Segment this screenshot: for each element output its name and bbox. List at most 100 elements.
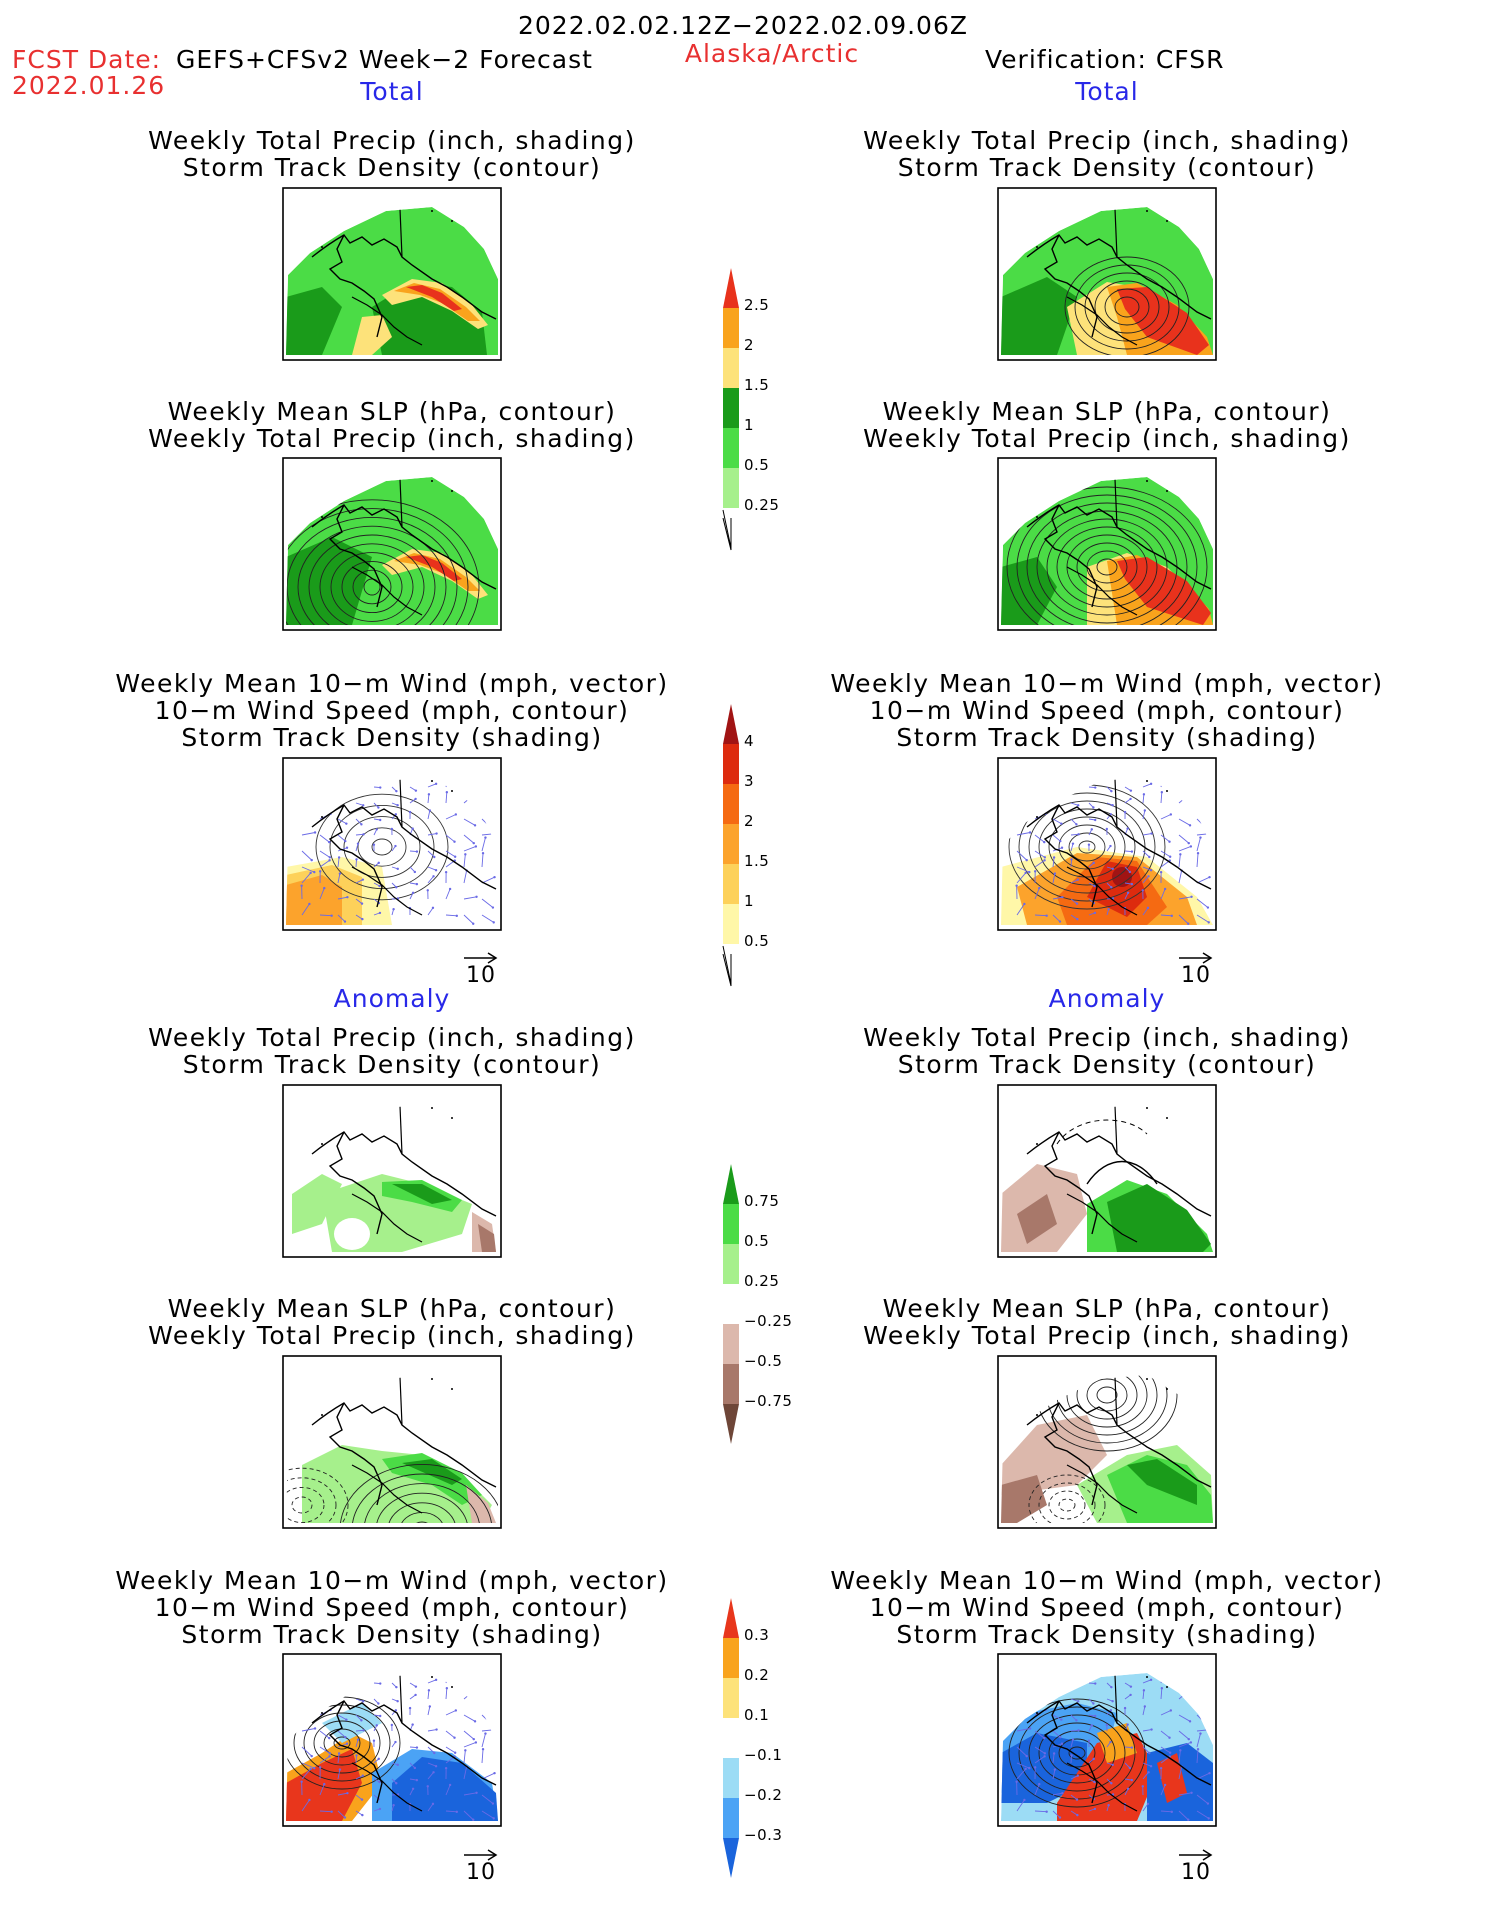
panel-title-line: Weekly Total Precip (inch, shading) [148, 1321, 636, 1350]
map-svg [282, 1355, 502, 1529]
panel-title-line: Weekly Mean 10−m Wind (mph, vector) [115, 1566, 669, 1595]
panel-title: Weekly Mean 10−m Wind (mph, vector) 10−m … [830, 670, 1383, 751]
colorbar-swatch [723, 1164, 739, 1204]
panel-title-line: Storm Track Density (contour) [182, 1050, 602, 1079]
panel-title: Weekly Mean 10−m Wind (mph, vector) 10−m … [115, 670, 668, 751]
panel-title-line: Weekly Total Precip (inch, shading) [148, 424, 636, 453]
region-label: Alaska/Arctic [684, 39, 860, 68]
map-svg [997, 757, 1217, 931]
panel-title-line: Weekly Total Precip (inch, shading) [863, 1321, 1351, 1350]
panel-title: Weekly Total Precip (inch, shading) Storm… [148, 1024, 636, 1078]
colorbar-swatch [723, 1364, 739, 1404]
arrow-icon [464, 952, 498, 964]
panel-title-line: Weekly Total Precip (inch, shading) [148, 1023, 636, 1052]
colorbar-label: 1.5 [744, 852, 770, 870]
panel-title-line: 10−m Wind Speed (mph, contour) [154, 1593, 630, 1622]
colorbar-swatch [723, 1798, 739, 1838]
colorbar-label: 2.5 [744, 296, 770, 314]
colorbar-swatch [723, 864, 739, 904]
map-panel-wind-total-fcst [282, 757, 502, 931]
map-svg [282, 757, 502, 931]
date-range-title: 2022.02.02.12Z−2022.02.09.06Z [518, 11, 968, 40]
map-svg [282, 457, 502, 631]
colorbar-swatch [723, 268, 739, 308]
vector-reference-label: 10 [1181, 963, 1211, 988]
colorbar-label: 2 [744, 336, 755, 354]
colorbar-label: 0.75 [744, 1192, 780, 1210]
colorbar-swatch [723, 1404, 739, 1444]
colorbar-label: 0.1 [744, 1706, 770, 1724]
map-panel-slp-anom-obs [997, 1355, 1217, 1529]
vector-reference: 10 [1177, 1847, 1217, 1887]
arrow-icon [464, 1849, 498, 1861]
vector-reference-label: 10 [466, 963, 496, 988]
map-svg [997, 1653, 1217, 1827]
panel-title: Weekly Mean SLP (hPa, contour) Weekly Tot… [148, 398, 636, 452]
colorbar-precip-anomaly: −0.75 −0.5 −0.25 0.25 0.5 0.75 [722, 1164, 792, 1458]
map-svg [997, 457, 1217, 631]
colorbar-swatch [723, 1204, 739, 1244]
panel-title: Weekly Total Precip (inch, shading) Storm… [148, 127, 636, 181]
colorbar-label: 0.25 [744, 1272, 780, 1290]
colorbar-swatch [723, 1244, 739, 1284]
colorbar-swatch [723, 704, 739, 744]
panel-title-line: Storm Track Density (contour) [897, 1050, 1317, 1079]
panel-title-line: Weekly Mean 10−m Wind (mph, vector) [830, 669, 1384, 698]
map-panel-slp-anom-fcst [282, 1355, 502, 1529]
vector-reference: 10 [1177, 950, 1217, 990]
verification-label: Verification: CFSR [985, 45, 1225, 74]
panel-title: Weekly Mean SLP (hPa, contour) Weekly Tot… [148, 1295, 636, 1349]
colorbar-label: 0.2 [744, 1666, 770, 1684]
map-panel-precip-total-fcst [282, 187, 502, 361]
section-label-anomaly-right: Anomaly [1048, 984, 1166, 1013]
panel-title-line: Weekly Mean SLP (hPa, contour) [167, 397, 617, 426]
section-label-total-left: Total [360, 77, 424, 106]
panel-title-line: Weekly Mean 10−m Wind (mph, vector) [115, 669, 669, 698]
map-panel-precip-total-obs [997, 187, 1217, 361]
map-panel-slp-total-fcst [282, 457, 502, 631]
map-svg [282, 1084, 502, 1258]
map-svg [282, 187, 502, 361]
colorbar-swatch [723, 904, 739, 944]
panel-title-line: Storm Track Density (shading) [181, 723, 603, 752]
panel-title-line: Storm Track Density (contour) [182, 153, 602, 182]
colorbar-swatch [723, 1284, 739, 1324]
arrow-icon [1179, 952, 1213, 964]
panel-title: Weekly Total Precip (inch, shading) Storm… [863, 1024, 1351, 1078]
colorbar-label: 0.25 [744, 496, 780, 514]
colorbar-swatch [723, 1324, 739, 1364]
colorbar-label: 4 [744, 732, 755, 750]
colorbar-label: −0.2 [744, 1786, 783, 1804]
colorbar-swatch [723, 348, 739, 388]
section-label-total-right: Total [1075, 77, 1139, 106]
vector-reference-label: 10 [466, 1860, 496, 1885]
panel-title: Weekly Total Precip (inch, shading) Storm… [863, 127, 1351, 181]
arrow-icon [1179, 1849, 1213, 1861]
colorbar-swatch [723, 1838, 739, 1878]
colorbar-swatch [723, 824, 739, 864]
colorbar-label: 0.5 [744, 932, 770, 950]
colorbar-label: 2 [744, 812, 755, 830]
map-svg [997, 1084, 1217, 1258]
colorbar-swatch [723, 388, 739, 428]
panel-title-line: Weekly Total Precip (inch, shading) [863, 424, 1351, 453]
map-panel-precip-anom-fcst [282, 1084, 502, 1258]
colorbar-swatch [723, 1678, 739, 1718]
colorbar-swatch [723, 1758, 739, 1798]
colorbar-precip-total: 0.25 0.5 1 1.5 2 2.5 [722, 268, 779, 562]
fcst-model-label: GEFS+CFSv2 Week−2 Forecast [176, 45, 593, 74]
panel-title-line: Weekly Total Precip (inch, shading) [148, 126, 636, 155]
colorbar-swatch [723, 744, 739, 784]
vector-reference-label: 10 [1181, 1860, 1211, 1885]
colorbar-swatch [723, 428, 739, 468]
map-svg [997, 1355, 1217, 1529]
panel-title: Weekly Mean SLP (hPa, contour) Weekly Tot… [863, 1295, 1351, 1349]
vector-reference: 10 [462, 950, 502, 990]
panel-title-line: Weekly Mean 10−m Wind (mph, vector) [830, 1566, 1384, 1595]
colorbar-label: 0.5 [744, 456, 770, 474]
panel-title: Weekly Mean 10−m Wind (mph, vector) 10−m … [830, 1567, 1383, 1648]
colorbar-swatch [723, 468, 739, 508]
fcst-date-label: FCST Date: [12, 45, 162, 74]
colorbar-label: −0.1 [744, 1746, 783, 1764]
